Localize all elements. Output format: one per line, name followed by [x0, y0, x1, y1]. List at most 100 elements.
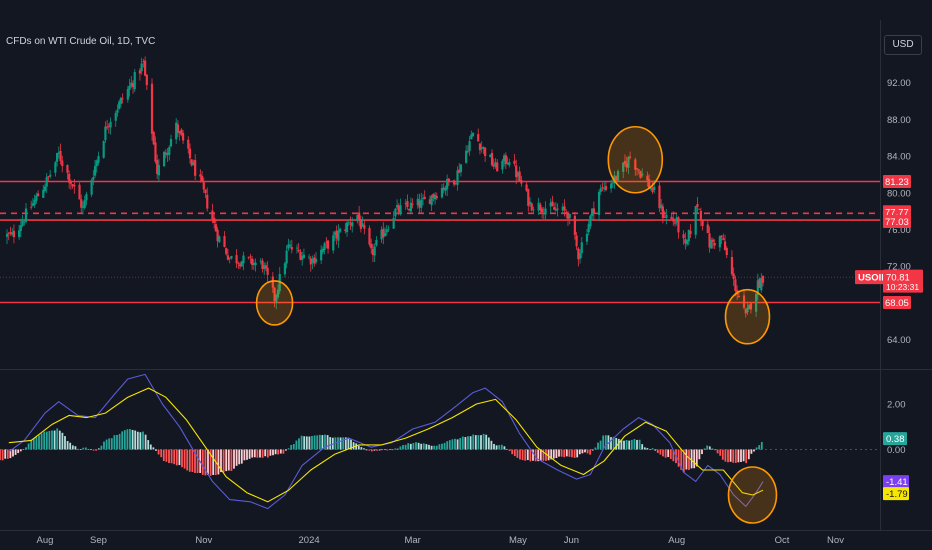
level-label: 77.77	[885, 207, 909, 218]
candle-body	[325, 241, 328, 243]
macd-histogram-bar	[121, 431, 124, 450]
candle-body	[104, 126, 107, 141]
macd-histogram-bar	[136, 431, 139, 450]
candle-body	[218, 236, 221, 243]
candle-body	[275, 294, 278, 304]
candle-body	[168, 147, 171, 155]
candle-body	[701, 219, 704, 226]
candle-body	[263, 265, 266, 270]
candle-body	[544, 208, 547, 215]
macd-histogram-bar	[256, 449, 259, 458]
macd-histogram-bar	[373, 449, 376, 451]
candle-body	[359, 219, 362, 229]
macd-histogram-bar	[116, 434, 118, 450]
macd-histogram-bar	[498, 445, 501, 450]
support-resistance-lines[interactable]	[0, 180, 880, 304]
candle-body	[420, 199, 423, 208]
candle-body	[238, 264, 242, 267]
macd-histogram-bar	[539, 449, 542, 461]
macd-histogram-bar	[238, 449, 241, 465]
candle-body	[131, 83, 135, 87]
candle-body	[677, 217, 680, 233]
candle-body	[259, 260, 262, 262]
macd-histogram-bar	[560, 449, 563, 457]
macd-histogram-bar	[365, 449, 368, 451]
macd-histogram-bar	[1, 449, 4, 461]
candle-body	[339, 228, 342, 232]
macd-histogram-bar	[396, 448, 399, 450]
macd-histogram-bar	[734, 449, 737, 463]
candle-body	[287, 244, 290, 249]
macd-histogram-bar	[61, 432, 64, 450]
macd-histogram-bar	[381, 449, 384, 451]
candle-body	[561, 206, 564, 211]
candle-body	[297, 249, 300, 252]
macd-lines	[8, 373, 764, 510]
macd-histogram-bar	[118, 433, 121, 450]
candle-body	[480, 147, 483, 150]
candle-body	[706, 224, 709, 234]
macd-histogram-bar	[261, 449, 264, 458]
macd-histogram-bar	[22, 449, 25, 450]
candle-body	[718, 236, 721, 248]
macd-histogram-bar	[695, 449, 698, 467]
macd-histogram-bar	[79, 449, 82, 450]
macd-histogram-bar	[433, 445, 436, 450]
macd-histogram-bar	[662, 449, 664, 457]
candle-body	[454, 182, 457, 184]
macd-histogram-bar	[110, 438, 113, 450]
candle-body	[506, 163, 509, 164]
macd-histogram-bar	[753, 449, 755, 452]
candle-body	[254, 262, 257, 265]
candle-body	[128, 85, 131, 90]
candle-body	[211, 210, 214, 221]
candle-body	[578, 253, 582, 259]
macd-histogram-bar	[407, 443, 410, 450]
currency-button[interactable]: USD	[884, 35, 922, 55]
candle-body	[616, 171, 620, 181]
candle-body	[711, 239, 715, 242]
macd-histogram-bar	[316, 435, 319, 450]
macd-histogram-bar	[477, 435, 480, 450]
candle-body	[130, 82, 133, 87]
macd-histogram-bar	[207, 449, 209, 475]
macd-histogram-bar	[105, 439, 108, 450]
macd-histogram-bar	[17, 449, 20, 454]
time-tick-label: 2024	[299, 535, 320, 546]
candle-body	[682, 234, 685, 239]
candle-body	[647, 179, 651, 188]
macd-histogram-bar	[612, 436, 615, 450]
candle-body	[468, 141, 471, 152]
countdown-label: 10:23:31	[886, 282, 919, 292]
macd-histogram-bar	[344, 437, 347, 450]
macd-histogram-bar	[578, 449, 581, 455]
macd-histogram-bar	[342, 437, 345, 450]
macd-histogram-bar	[25, 447, 27, 450]
macd-histogram-bar	[152, 447, 155, 450]
macd-histogram-bar	[251, 449, 254, 458]
macd-histogram-bar	[513, 449, 516, 457]
candle-body	[661, 206, 665, 219]
macd-histogram-bar	[217, 449, 220, 475]
macd-histogram-bar	[602, 435, 605, 450]
candle-body	[187, 139, 190, 149]
candle-body	[302, 254, 305, 259]
macd-histogram-bar	[586, 449, 589, 454]
macd-histogram-bar	[378, 449, 381, 451]
candle-body	[749, 303, 753, 310]
macd-histogram-bar	[386, 449, 389, 451]
candle-body	[554, 209, 557, 211]
candle-body	[470, 134, 473, 140]
candle-body	[760, 277, 763, 291]
macd-histogram-bar	[464, 437, 467, 450]
candle-body	[81, 206, 85, 208]
macd-histogram-bar	[227, 449, 230, 471]
macd-histogram-bar	[524, 449, 527, 461]
macd-histogram-bar	[45, 431, 48, 450]
macd-histogram-bar	[714, 449, 716, 451]
candle-body	[675, 217, 678, 223]
candle-body	[599, 188, 602, 192]
candle-body	[575, 235, 578, 247]
